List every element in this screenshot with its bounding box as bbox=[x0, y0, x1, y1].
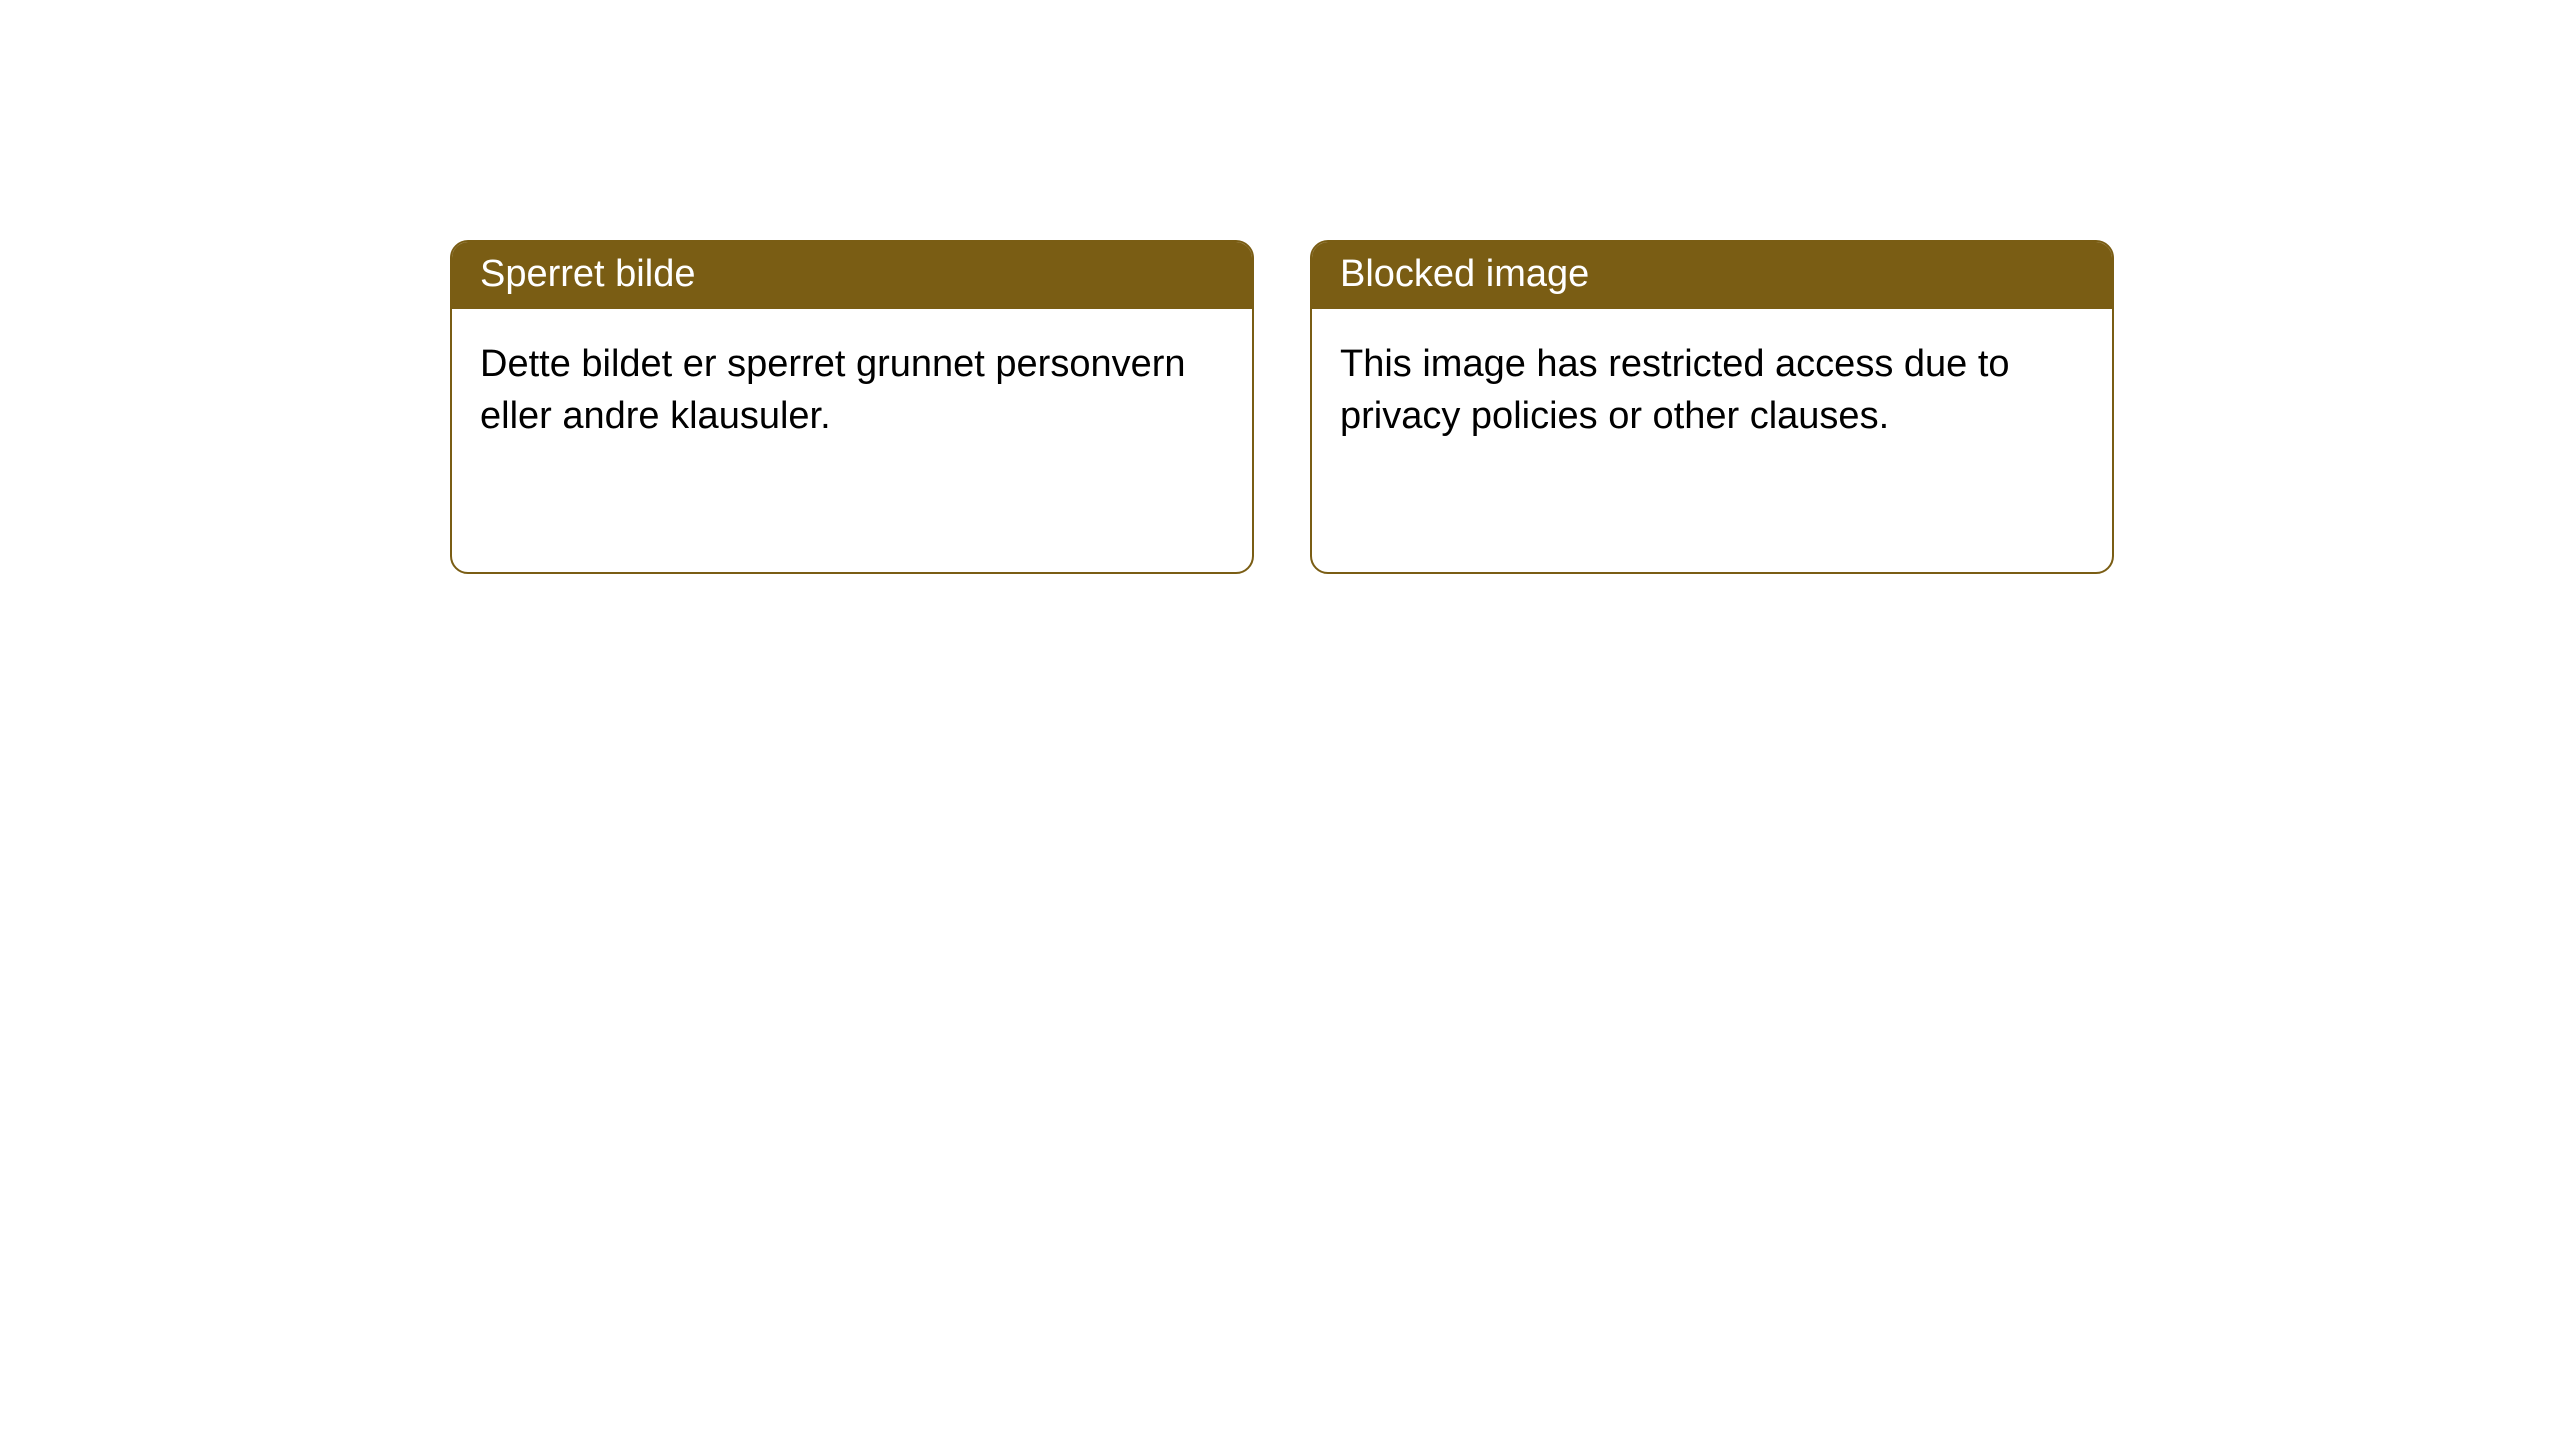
card-body-text: Dette bildet er sperret grunnet personve… bbox=[480, 343, 1186, 436]
blocked-image-card-en: Blocked image This image has restricted … bbox=[1310, 240, 2114, 574]
blocked-image-card-no: Sperret bilde Dette bildet er sperret gr… bbox=[450, 240, 1254, 574]
card-header: Blocked image bbox=[1312, 242, 2112, 309]
card-title: Blocked image bbox=[1340, 253, 1589, 295]
cards-container: Sperret bilde Dette bildet er sperret gr… bbox=[0, 0, 2560, 574]
card-body: This image has restricted access due to … bbox=[1312, 309, 2112, 470]
card-title: Sperret bilde bbox=[480, 253, 695, 295]
card-header: Sperret bilde bbox=[452, 242, 1252, 309]
card-body-text: This image has restricted access due to … bbox=[1340, 343, 2010, 436]
card-body: Dette bildet er sperret grunnet personve… bbox=[452, 309, 1252, 470]
